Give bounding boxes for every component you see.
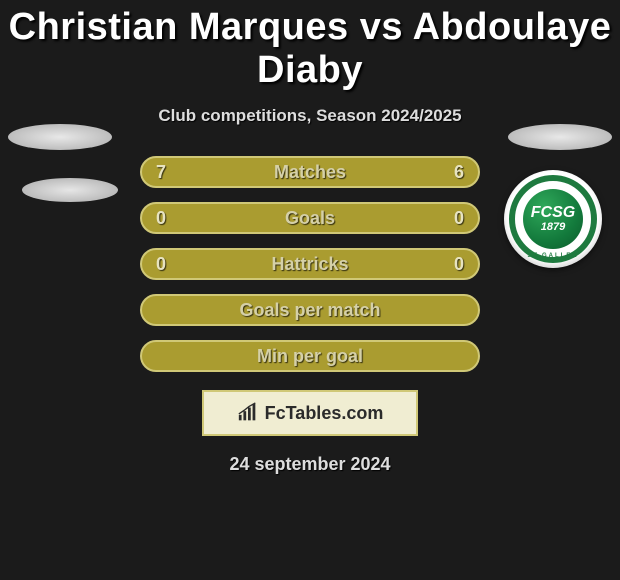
stat-row-min-per-goal: Min per goal — [140, 340, 480, 372]
stat-label: Min per goal — [257, 346, 363, 367]
club-badge-inner: FCSG 1879 — [523, 189, 583, 249]
player-left-placeholder-2 — [22, 178, 118, 202]
club-badge-bottom-text: ST.GALLEN — [515, 253, 591, 259]
bar-chart-icon — [237, 402, 259, 424]
date-label: 24 september 2024 — [0, 454, 620, 475]
club-badge-ring: FCSG 1879 ST.GALLEN — [509, 175, 597, 263]
player-right-placeholder-1 — [508, 124, 612, 150]
stat-row-matches: 7 Matches 6 — [140, 156, 480, 188]
stat-value-right: 0 — [454, 208, 464, 229]
club-badge-outer: FCSG 1879 ST.GALLEN — [504, 170, 602, 268]
page-title: Christian Marques vs Abdoulaye Diaby — [0, 0, 620, 92]
club-badge-monogram: FCSG — [531, 205, 575, 221]
branding-box[interactable]: FcTables.com — [202, 390, 418, 436]
stat-row-hattricks: 0 Hattricks 0 — [140, 248, 480, 280]
page-subtitle: Club competitions, Season 2024/2025 — [0, 106, 620, 126]
club-badge-year: 1879 — [541, 222, 565, 233]
stat-value-right: 0 — [454, 254, 464, 275]
player-left-placeholder-1 — [8, 124, 112, 150]
comparison-widget: Christian Marques vs Abdoulaye Diaby Clu… — [0, 0, 620, 580]
stat-value-left: 0 — [156, 208, 166, 229]
stat-value-right: 6 — [454, 162, 464, 183]
stat-value-left: 0 — [156, 254, 166, 275]
stat-row-goals-per-match: Goals per match — [140, 294, 480, 326]
stat-label: Hattricks — [271, 254, 348, 275]
stat-label: Goals per match — [239, 300, 380, 321]
stat-label: Goals — [285, 208, 335, 229]
stat-label: Matches — [274, 162, 346, 183]
stat-row-goals: 0 Goals 0 — [140, 202, 480, 234]
club-badge-right: FCSG 1879 ST.GALLEN — [504, 170, 602, 268]
stat-value-left: 7 — [156, 162, 166, 183]
branding-text: FcTables.com — [265, 403, 384, 424]
